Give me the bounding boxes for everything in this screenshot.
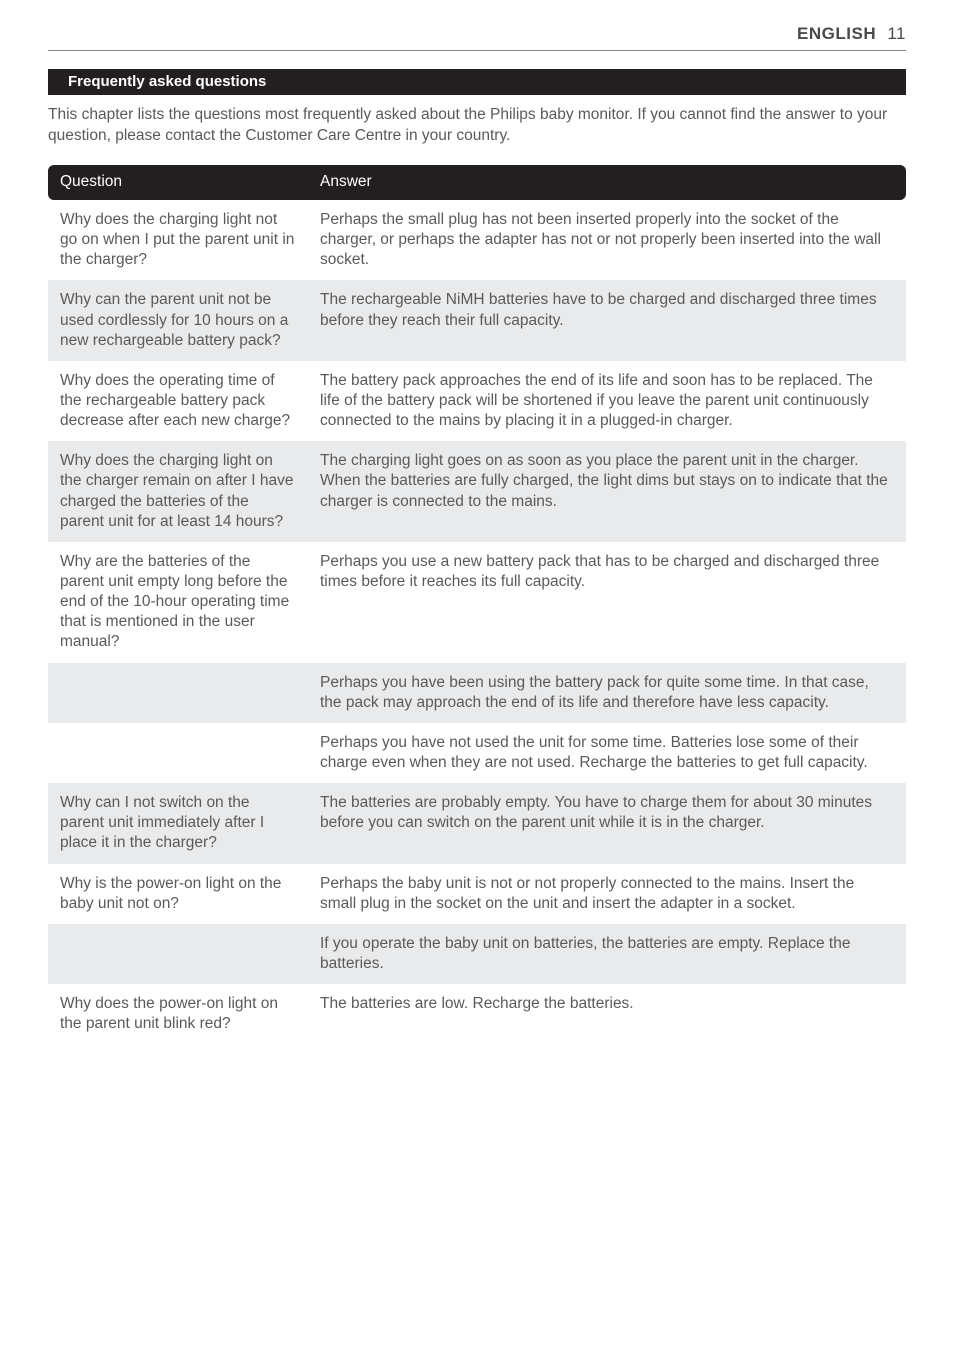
section-title-bar: Frequently asked questions [48,69,906,95]
cell-question: Why is the power-on light on the baby un… [48,864,308,924]
table-row: Perhaps you have been using the battery … [48,663,906,723]
table-row: Why can I not switch on the parent unit … [48,783,906,863]
cell-answer: The rechargeable NiMH batteries have to … [308,280,906,360]
table-row: Why does the power-on light on the paren… [48,984,906,1044]
cell-answer: The charging light goes on as soon as yo… [308,441,906,542]
header-language: ENGLISH [797,24,876,43]
faq-table: Question Answer Why does the charging li… [48,165,906,1045]
cell-question [48,723,308,783]
cell-answer: Perhaps you have not used the unit for s… [308,723,906,783]
cell-question: Why does the charging light on the charg… [48,441,308,542]
cell-answer: Perhaps you have been using the battery … [308,663,906,723]
table-row: Why does the operating time of the recha… [48,361,906,441]
intro-text: This chapter lists the questions most fr… [48,105,906,147]
cell-question: Why does the operating time of the recha… [48,361,308,441]
header-page-number: 11 [887,24,906,43]
cell-answer: The batteries are low. Recharge the batt… [308,984,906,1044]
page-header: ENGLISH 11 [48,24,906,51]
col-header-answer: Answer [308,165,906,200]
cell-answer: The battery pack approaches the end of i… [308,361,906,441]
table-row: Why does the charging light on the charg… [48,441,906,542]
table-row: Why are the batteries of the parent unit… [48,542,906,663]
table-row: Why does the charging light not go on wh… [48,200,906,280]
section-title: Frequently asked questions [68,73,266,90]
cell-question [48,924,308,984]
cell-question [48,663,308,723]
cell-question: Why are the batteries of the parent unit… [48,542,308,663]
cell-question: Why can the parent unit not be used cord… [48,280,308,360]
cell-question: Why does the power-on light on the paren… [48,984,308,1044]
cell-answer: Perhaps you use a new battery pack that … [308,542,906,663]
table-row: Perhaps you have not used the unit for s… [48,723,906,783]
table-header-row: Question Answer [48,165,906,200]
table-row: Why can the parent unit not be used cord… [48,280,906,360]
cell-answer: Perhaps the baby unit is not or not prop… [308,864,906,924]
cell-answer: The batteries are probably empty. You ha… [308,783,906,863]
table-row: If you operate the baby unit on batterie… [48,924,906,984]
cell-question: Why does the charging light not go on wh… [48,200,308,280]
cell-answer: If you operate the baby unit on batterie… [308,924,906,984]
col-header-question: Question [48,165,308,200]
cell-answer: Perhaps the small plug has not been inse… [308,200,906,280]
table-row: Why is the power-on light on the baby un… [48,864,906,924]
cell-question: Why can I not switch on the parent unit … [48,783,308,863]
